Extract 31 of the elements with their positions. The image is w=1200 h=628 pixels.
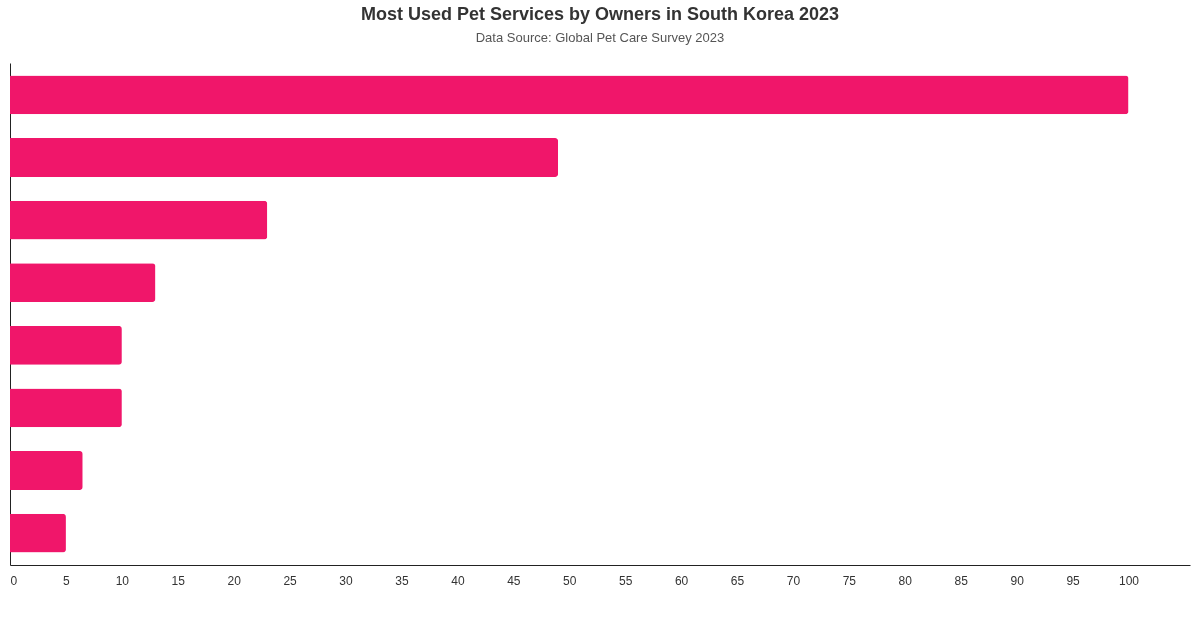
x-tick-label: 70 [786, 573, 801, 588]
x-tick-label: 40 [451, 573, 465, 588]
x-tick-label: 15 [171, 573, 186, 588]
x-tick-label: 60 [674, 573, 689, 588]
x-tick-label: 50 [563, 573, 577, 588]
x-tick-label: 45 [507, 573, 521, 588]
x-tick-label: 35 [395, 573, 409, 588]
bar [10, 200, 268, 240]
x-tick-label: 20 [227, 573, 242, 588]
bar [10, 451, 83, 490]
x-tick-label: 5 [63, 573, 71, 588]
bar [10, 325, 122, 365]
x-tick-label: 30 [339, 573, 354, 588]
bar [10, 263, 156, 303]
x-tick-label: 75 [842, 573, 857, 588]
x-tick-label: 100 [1118, 573, 1140, 588]
bar [10, 138, 559, 177]
chart-title: Most Used Pet Services by Owners in South Korea 2023 [360, 4, 840, 24]
x-tick-label: 10 [115, 573, 130, 588]
chart-subtitle: Data Source: Global Pet Care Survey 2023 [475, 30, 725, 45]
x-tick-label: 55 [618, 573, 633, 588]
x-tick-label: 85 [954, 573, 969, 588]
x-tick-label: 65 [730, 573, 745, 588]
bar [10, 388, 122, 428]
bar [10, 513, 66, 553]
x-tick-label: 90 [1010, 573, 1025, 588]
x-tick-label: 25 [283, 573, 298, 588]
x-tick-label: 80 [898, 573, 913, 588]
bar [10, 75, 1129, 115]
x-tick-label: 0 [10, 573, 18, 588]
x-tick-label: 95 [1066, 573, 1081, 588]
